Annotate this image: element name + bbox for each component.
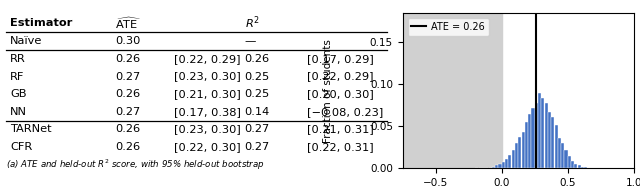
Text: 0.27: 0.27 bbox=[115, 72, 140, 82]
Bar bbox=[551, 117, 554, 168]
Bar bbox=[518, 137, 522, 168]
Text: 0.30: 0.30 bbox=[115, 36, 140, 46]
Bar bbox=[584, 167, 588, 168]
Bar bbox=[548, 112, 551, 168]
Bar bbox=[535, 103, 538, 168]
Bar bbox=[502, 162, 505, 168]
Text: [0.22, 0.31]: [0.22, 0.31] bbox=[307, 142, 374, 152]
Bar bbox=[581, 167, 584, 168]
Bar bbox=[568, 156, 571, 168]
Bar bbox=[541, 98, 545, 168]
Bar bbox=[561, 143, 564, 168]
Text: 0.26: 0.26 bbox=[115, 89, 140, 99]
Text: CFR: CFR bbox=[10, 142, 33, 152]
Text: [0.22, 0.29]: [0.22, 0.29] bbox=[307, 72, 374, 82]
Bar bbox=[525, 122, 528, 168]
Text: RR: RR bbox=[10, 54, 26, 64]
Text: [−0.08, 0.23]: [−0.08, 0.23] bbox=[307, 107, 383, 117]
Text: Estimator: Estimator bbox=[10, 18, 72, 28]
Bar bbox=[515, 143, 518, 168]
Bar bbox=[538, 93, 541, 168]
Bar bbox=[571, 161, 574, 168]
Bar bbox=[492, 167, 495, 168]
Bar bbox=[564, 150, 568, 168]
Text: 0.26: 0.26 bbox=[244, 54, 269, 64]
Text: [0.22, 0.29]: [0.22, 0.29] bbox=[174, 54, 241, 64]
Text: —: — bbox=[244, 36, 256, 46]
Bar bbox=[531, 108, 534, 168]
Text: [0.17, 0.29]: [0.17, 0.29] bbox=[307, 54, 374, 64]
Text: $\widehat{\mathrm{ATE}}$: $\widehat{\mathrm{ATE}}$ bbox=[115, 15, 141, 31]
Bar bbox=[578, 165, 580, 168]
Text: [0.17, 0.38]: [0.17, 0.38] bbox=[174, 107, 241, 117]
Text: GB: GB bbox=[10, 89, 27, 99]
Bar bbox=[522, 132, 525, 168]
Text: 0.14: 0.14 bbox=[244, 107, 270, 117]
Text: $R^2$: $R^2$ bbox=[244, 14, 259, 31]
Bar bbox=[574, 164, 577, 168]
Bar bbox=[554, 125, 557, 168]
Text: 0.26: 0.26 bbox=[115, 125, 140, 134]
Text: 0.26: 0.26 bbox=[115, 142, 140, 152]
Bar bbox=[545, 103, 548, 168]
Text: [0.22, 0.30]: [0.22, 0.30] bbox=[174, 142, 241, 152]
Bar bbox=[558, 138, 561, 168]
Bar bbox=[403, 13, 502, 168]
Text: 0.27: 0.27 bbox=[244, 142, 270, 152]
Text: [0.21, 0.31]: [0.21, 0.31] bbox=[307, 125, 374, 134]
Text: [0.21, 0.30]: [0.21, 0.30] bbox=[174, 89, 241, 99]
Y-axis label: Fraction of students: Fraction of students bbox=[323, 39, 333, 143]
Text: 0.26: 0.26 bbox=[115, 54, 140, 64]
Text: Naïve: Naïve bbox=[10, 36, 43, 46]
Text: 0.25: 0.25 bbox=[244, 72, 270, 82]
Bar bbox=[499, 164, 502, 168]
Legend: ATE = 0.26: ATE = 0.26 bbox=[408, 18, 488, 36]
Bar bbox=[511, 150, 515, 168]
Bar bbox=[528, 114, 531, 168]
Text: TARNet: TARNet bbox=[10, 125, 52, 134]
Text: [0.23, 0.30]: [0.23, 0.30] bbox=[174, 125, 241, 134]
Text: RF: RF bbox=[10, 72, 24, 82]
Text: 0.27: 0.27 bbox=[244, 125, 270, 134]
Text: 0.27: 0.27 bbox=[115, 107, 140, 117]
Text: [0.20, 0.30]: [0.20, 0.30] bbox=[307, 89, 374, 99]
Text: 0.25: 0.25 bbox=[244, 89, 270, 99]
Text: NN: NN bbox=[10, 107, 28, 117]
Text: (a) ATE and held-out $R^2$ score, with 95% held-out bootstrap: (a) ATE and held-out $R^2$ score, with 9… bbox=[6, 158, 265, 172]
Bar bbox=[495, 165, 498, 168]
Bar bbox=[505, 159, 508, 168]
Text: [0.23, 0.30]: [0.23, 0.30] bbox=[174, 72, 241, 82]
Bar bbox=[508, 155, 511, 168]
